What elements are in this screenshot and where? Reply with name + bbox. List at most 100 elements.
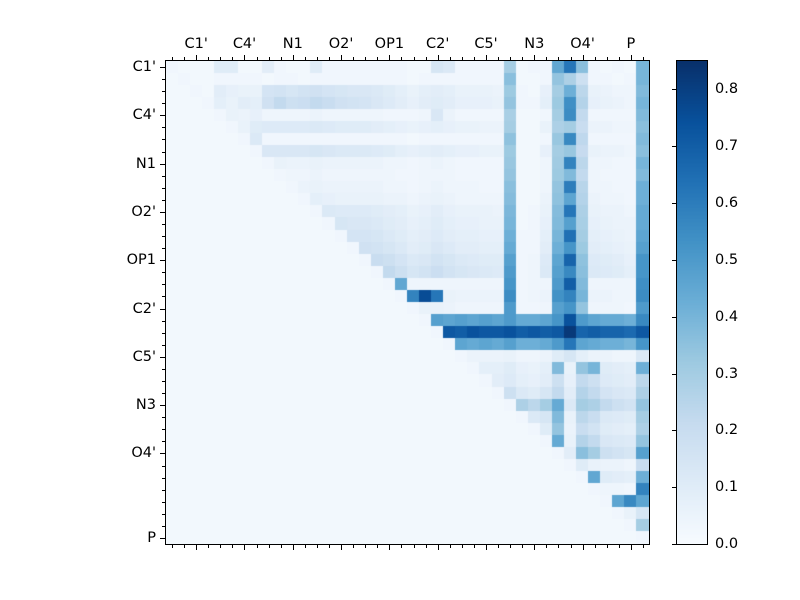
x-tick-label-1: C4' xyxy=(232,36,257,52)
x-tick xyxy=(304,57,306,61)
colorbar-tick xyxy=(672,373,677,375)
y-tick xyxy=(162,175,166,177)
heatmap-matrix xyxy=(166,61,649,544)
y-tick xyxy=(162,91,166,93)
x-tick-bottom xyxy=(292,544,294,550)
x-tick xyxy=(498,57,500,61)
x-tick-bottom xyxy=(329,544,330,548)
x-tick-bottom xyxy=(172,544,174,548)
y-tick xyxy=(162,284,166,286)
x-tick-label-2: N1 xyxy=(282,36,303,52)
x-tick xyxy=(558,57,560,61)
y-tick xyxy=(162,272,166,274)
x-tick xyxy=(208,57,210,61)
colorbar-tick-label-1: 0.1 xyxy=(715,479,739,496)
y-tick xyxy=(162,127,166,129)
colorbar-tick-label-4: 0.4 xyxy=(715,308,739,325)
x-tick xyxy=(449,57,451,61)
y-tick xyxy=(162,296,166,298)
y-tick-label-8: O4' xyxy=(131,445,156,462)
x-tick xyxy=(510,57,512,61)
y-tick-label-5: C2' xyxy=(132,300,156,317)
colorbar-tick-label-7: 0.7 xyxy=(715,138,739,155)
y-tick xyxy=(162,79,166,81)
y-tick xyxy=(162,199,166,201)
colorbar-tick xyxy=(672,203,677,205)
y-tick-label-6: C5' xyxy=(132,348,156,365)
y-tick xyxy=(160,356,166,358)
x-tick-label-3: O2' xyxy=(328,36,354,52)
x-tick-bottom xyxy=(522,544,524,548)
x-tick xyxy=(365,57,367,61)
x-tick xyxy=(280,57,282,61)
colorbar: 0.0 0.1 0.2 0.3 0.4 0.5 0.6 0.7 0.8 xyxy=(672,60,738,552)
x-tick-bottom xyxy=(365,544,367,548)
x-tick xyxy=(244,55,246,61)
x-tick-label-4: OP1 xyxy=(374,36,405,52)
x-tick-bottom xyxy=(425,544,427,548)
colorbar-tick xyxy=(672,146,677,148)
x-tick xyxy=(630,55,632,61)
colorbar-tick xyxy=(672,487,677,489)
x-tick-bottom xyxy=(244,544,246,550)
y-tick xyxy=(160,260,166,262)
x-tick xyxy=(220,57,222,61)
y-tick xyxy=(162,332,166,334)
y-tick xyxy=(162,429,166,431)
x-tick xyxy=(196,55,198,61)
x-tick xyxy=(606,57,608,61)
y-tick xyxy=(162,525,166,527)
x-tick xyxy=(401,57,403,61)
x-tick-bottom xyxy=(534,544,536,550)
colorbar-gradient xyxy=(677,61,707,544)
x-tick xyxy=(377,57,379,61)
y-tick xyxy=(162,465,166,467)
colorbar-tick-label-6: 0.6 xyxy=(715,195,739,212)
x-tick-bottom xyxy=(485,544,487,550)
x-tick xyxy=(461,57,463,61)
x-tick xyxy=(353,57,355,61)
x-tick-label-7: N3 xyxy=(524,36,545,52)
x-tick xyxy=(413,57,415,61)
colorbar-tick-label-0: 0.0 xyxy=(715,536,739,552)
x-tick-bottom xyxy=(582,544,584,550)
y-tick xyxy=(162,477,166,479)
x-tick-bottom xyxy=(594,544,596,548)
y-tick xyxy=(162,236,166,238)
x-tick-bottom xyxy=(449,544,451,548)
x-tick xyxy=(172,57,174,61)
x-tick xyxy=(618,57,620,61)
x-tick xyxy=(292,55,294,61)
x-tick-bottom xyxy=(184,544,186,548)
x-tick-bottom xyxy=(196,544,198,550)
colorbar-tick xyxy=(672,89,677,91)
y-tick xyxy=(162,368,166,370)
y-tick xyxy=(160,453,166,455)
colorbar-tick xyxy=(672,316,677,318)
x-tick xyxy=(184,57,186,61)
x-tick xyxy=(582,55,584,61)
x-tick-bottom xyxy=(341,544,343,550)
x-tick-label-0: C1' xyxy=(184,36,208,52)
x-tick xyxy=(594,57,596,61)
y-tick xyxy=(162,248,166,250)
y-tick xyxy=(162,393,166,395)
y-tick xyxy=(162,187,166,189)
x-tick-label-8: O4' xyxy=(570,36,595,52)
x-tick-bottom xyxy=(389,544,391,550)
x-tick-label-6: C5' xyxy=(474,36,498,52)
x-tick-bottom xyxy=(268,544,270,548)
y-tick xyxy=(160,308,166,310)
x-tick-label-5: C2' xyxy=(426,36,450,52)
y-tick xyxy=(162,151,166,153)
x-tick-bottom xyxy=(353,544,355,548)
x-tick-bottom xyxy=(630,544,632,550)
x-tick xyxy=(316,57,318,61)
x-tick xyxy=(329,57,330,61)
y-tick xyxy=(162,344,166,346)
x-tick xyxy=(522,57,524,61)
x-tick-bottom xyxy=(606,544,608,548)
y-tick xyxy=(162,417,166,419)
x-tick-bottom xyxy=(413,544,415,548)
x-tick-bottom xyxy=(473,544,475,548)
